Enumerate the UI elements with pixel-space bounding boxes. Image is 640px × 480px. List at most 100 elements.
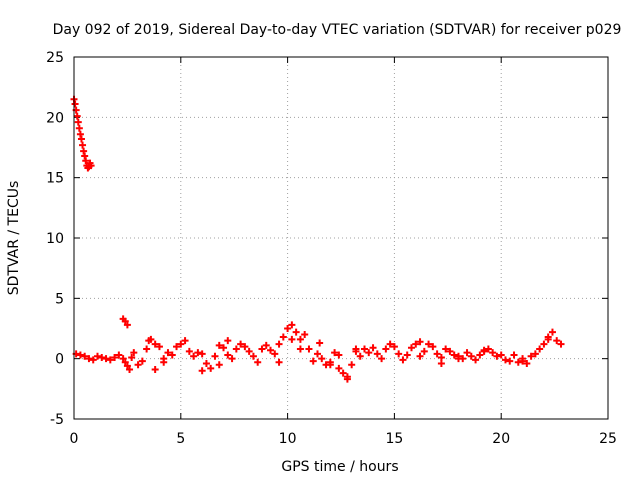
data-point: [412, 340, 420, 348]
data-point: [514, 358, 522, 366]
data-point: [429, 343, 437, 351]
data-point: [155, 343, 163, 351]
data-point: [85, 355, 93, 363]
data-point: [531, 350, 539, 358]
data-point: [501, 356, 509, 364]
data-point: [373, 350, 381, 358]
x-tick-label: 15: [385, 431, 403, 447]
data-point: [168, 351, 176, 359]
data-point: [314, 350, 322, 358]
data-points: [70, 95, 565, 383]
data-point: [111, 353, 119, 361]
data-point: [121, 358, 129, 366]
data-point: [284, 325, 292, 332]
data-point: [416, 352, 424, 360]
data-point: [301, 331, 309, 339]
y-tick-label: 25: [46, 50, 64, 66]
y-axis-label: SDTVAR / TECUs: [6, 181, 22, 296]
axis-ticks: 0 5 10 15 20 25 -5 0 5 10 15 20 25: [46, 50, 617, 447]
x-axis-label: GPS time / hours: [281, 459, 398, 475]
data-point: [335, 364, 343, 372]
data-point: [194, 349, 202, 357]
data-point: [215, 361, 223, 369]
x-tick-label: 25: [599, 431, 617, 447]
data-point: [202, 359, 210, 367]
data-point: [472, 356, 480, 364]
data-point: [386, 340, 394, 348]
data-point: [442, 345, 450, 353]
data-point: [128, 353, 136, 361]
data-point: [480, 346, 488, 354]
data-point: [134, 361, 142, 369]
x-tick-label: 5: [176, 431, 185, 447]
data-point: [262, 341, 270, 349]
data-point: [211, 352, 219, 360]
data-point: [123, 362, 131, 370]
data-point: [119, 355, 127, 363]
y-tick-label: 20: [46, 110, 64, 126]
data-point: [536, 345, 544, 353]
data-point: [143, 345, 151, 353]
data-point: [81, 152, 89, 160]
data-point: [548, 328, 556, 336]
data-point: [420, 347, 428, 355]
plot-frame: [73, 56, 609, 420]
data-point: [215, 341, 223, 349]
data-point: [207, 364, 215, 372]
data-point: [75, 124, 83, 132]
data-point: [258, 345, 266, 353]
data-point: [489, 349, 497, 357]
data-point: [484, 345, 492, 353]
data-point: [228, 355, 236, 363]
data-point: [369, 344, 377, 352]
data-point: [185, 347, 193, 355]
y-tick-label: 5: [55, 291, 64, 307]
data-point: [82, 157, 90, 165]
data-point: [343, 375, 351, 383]
data-point: [305, 345, 313, 353]
data-point: [220, 344, 228, 352]
data-point: [519, 355, 527, 363]
data-point: [463, 349, 471, 357]
data-point: [190, 352, 198, 360]
data-point: [126, 366, 134, 374]
data-point: [493, 352, 501, 360]
data-point: [79, 141, 87, 149]
data-point: [395, 350, 403, 358]
y-tick-label: 15: [46, 171, 64, 187]
data-point: [130, 349, 138, 357]
data-point: [326, 361, 334, 369]
data-point: [81, 352, 89, 360]
data-point: [267, 346, 275, 354]
data-point: [437, 359, 445, 367]
data-point: [416, 338, 424, 346]
data-point: [224, 351, 232, 359]
data-point: [198, 367, 206, 375]
x-tick-label: 10: [279, 431, 297, 447]
grid: [74, 57, 608, 419]
data-point: [123, 321, 131, 329]
data-point: [102, 355, 110, 363]
data-point: [446, 347, 454, 355]
data-point: [181, 337, 189, 345]
data-point: [378, 355, 386, 363]
data-point: [232, 345, 240, 353]
data-point: [407, 344, 415, 352]
data-point: [425, 340, 433, 348]
data-point: [151, 366, 159, 374]
y-tick-label: -5: [50, 412, 64, 428]
data-point: [540, 340, 548, 348]
data-point: [360, 345, 368, 353]
x-tick-label: 0: [70, 431, 79, 447]
data-point: [151, 340, 159, 348]
data-point: [292, 328, 300, 336]
data-point: [106, 356, 114, 364]
data-point: [348, 361, 356, 369]
chart-title: Day 092 of 2019, Sidereal Day-to-day VTE…: [53, 22, 622, 38]
data-point: [164, 349, 172, 357]
data-point: [331, 349, 339, 357]
data-point: [288, 335, 296, 343]
data-point: [553, 337, 561, 345]
data-point: [76, 130, 84, 138]
data-point: [73, 112, 81, 120]
